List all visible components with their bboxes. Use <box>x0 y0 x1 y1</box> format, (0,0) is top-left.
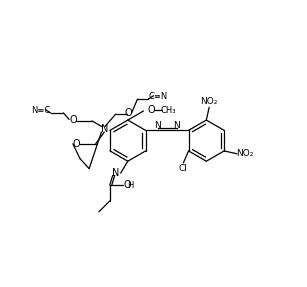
Text: N≡C: N≡C <box>32 106 51 115</box>
Text: N: N <box>173 121 180 130</box>
Text: CH₃: CH₃ <box>161 106 176 115</box>
Text: Cl: Cl <box>179 164 188 172</box>
Text: O: O <box>123 180 131 190</box>
Text: O: O <box>72 139 80 149</box>
Text: O: O <box>124 108 132 118</box>
Text: N: N <box>101 124 109 134</box>
Text: H: H <box>127 181 134 190</box>
Text: N: N <box>154 121 161 130</box>
Text: NO₂: NO₂ <box>236 149 253 158</box>
Text: C≡N: C≡N <box>148 92 167 101</box>
Text: N: N <box>112 168 120 178</box>
Text: NO₂: NO₂ <box>200 97 218 106</box>
Text: O: O <box>148 105 155 115</box>
Text: O: O <box>69 115 77 125</box>
